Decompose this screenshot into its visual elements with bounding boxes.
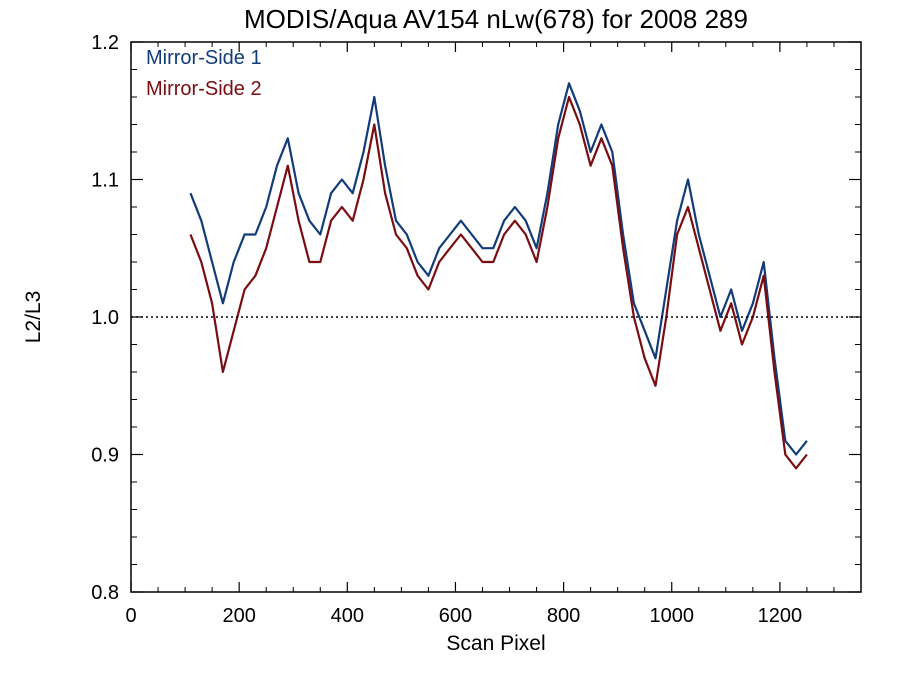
x-tick-label: 200 <box>222 605 255 627</box>
chart-title: MODIS/Aqua AV154 nLw(678) for 2008 289 <box>244 4 748 34</box>
legend-entry-mirror-side-2: Mirror-Side 2 <box>146 78 262 100</box>
y-tick-label: 0.8 <box>91 582 119 604</box>
y-axis-label: L2/L3 <box>22 291 45 344</box>
x-tick-label: 1000 <box>649 605 694 627</box>
x-tick-label: 0 <box>125 605 136 627</box>
y-tick-label: 1.0 <box>91 307 119 329</box>
x-tick-label: 800 <box>547 605 580 627</box>
legend-entry-mirror-side-1: Mirror-Side 1 <box>146 47 262 69</box>
y-tick-label: 0.9 <box>91 445 119 467</box>
series-line-mirror-side-1 <box>189 82 808 456</box>
y-axis: 0.8 0.9 1.0 1.1 1.2 <box>91 32 861 604</box>
x-tick-label: 600 <box>439 605 472 627</box>
series-line-mirror-side-2 <box>189 95 808 470</box>
y-tick-label: 1.1 <box>91 170 119 192</box>
x-axis-label: Scan Pixel <box>446 632 545 655</box>
y-tick-label: 1.2 <box>91 32 119 54</box>
series-traces <box>189 82 808 470</box>
x-axis: 0 200 400 600 800 1000 1200 <box>125 42 835 627</box>
x-tick-label: 400 <box>331 605 364 627</box>
x-tick-label: 1200 <box>758 605 803 627</box>
